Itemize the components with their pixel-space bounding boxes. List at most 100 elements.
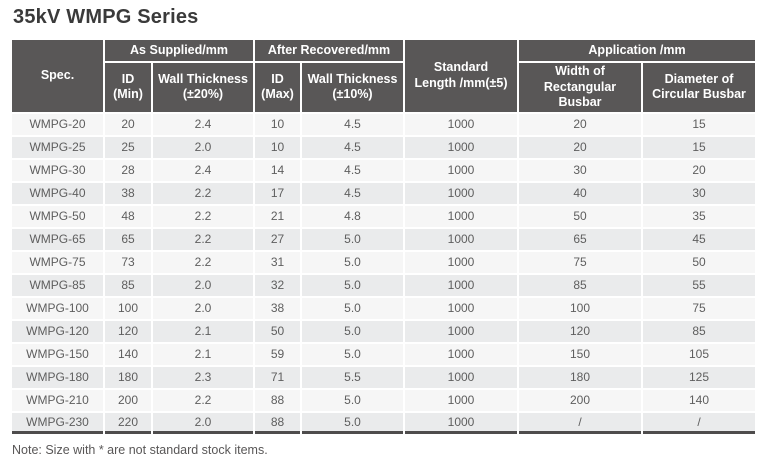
value-cell: 2.2 [153, 228, 253, 250]
value-cell: 140 [105, 343, 151, 365]
spec-cell: WMPG-85 [12, 274, 103, 296]
value-cell: 125 [643, 366, 756, 388]
table-row: WMPG-230 220 2.0 88 5.0 1000// [12, 412, 756, 434]
header-spec: Spec. [12, 40, 103, 112]
value-cell: 65 [519, 228, 642, 250]
value-cell: 20 [519, 136, 642, 158]
value-cell: 5.0 [302, 297, 404, 319]
header-standard-length: Standard Length /mm(±5) [405, 40, 518, 112]
header-wall-thickness-20: Wall Thickness (±20%) [153, 63, 253, 112]
value-cell: 88 [255, 389, 300, 411]
value-cell: 2.2 [153, 251, 253, 273]
footnote: Note: Size with * are not standard stock… [12, 442, 268, 457]
value-cell: 20 [105, 113, 151, 135]
spec-cell: WMPG-30 [12, 159, 103, 181]
value-cell: 4.5 [302, 113, 404, 135]
table-row: WMPG-65 65 2.2 27 5.0 1000 65 45 [12, 228, 756, 250]
value-cell: 200 [105, 389, 151, 411]
value-cell: 105 [643, 343, 756, 365]
table-row: WMPG-100 100 2.0 38 5.0 1000 100 75 [12, 297, 756, 319]
spec-cell: WMPG-180 [12, 366, 103, 388]
header-application: Application /mm [519, 40, 756, 61]
value-cell: 14 [255, 159, 300, 181]
value-cell: 50 [519, 205, 642, 227]
header-after-recovered: After Recovered/mm [255, 40, 404, 61]
spec-cell: WMPG-65 [12, 228, 103, 250]
value-cell: 50 [255, 320, 300, 342]
table-row: WMPG-85 85 2.0 32 5.0 1000 85 55 [12, 274, 756, 296]
value-cell: 17 [255, 182, 300, 204]
table-header: Spec. As Supplied/mm After Recovered/mm … [12, 40, 756, 112]
spec-cell: WMPG-20 [12, 113, 103, 135]
table-row: WMPG-50 48 2.2 21 4.8 1000 50 35 [12, 205, 756, 227]
value-cell: 21 [255, 205, 300, 227]
spec-cell: WMPG-25 [12, 136, 103, 158]
value-cell: 48 [105, 205, 151, 227]
header-row-groups: Spec. As Supplied/mm After Recovered/mm … [12, 40, 756, 112]
value-cell: 59 [255, 343, 300, 365]
value-cell: 1000 [405, 320, 518, 342]
value-cell: 2.4 [153, 159, 253, 181]
value-cell: 2.1 [153, 343, 253, 365]
value-cell: 5.0 [302, 389, 404, 411]
table-row: WMPG-150 140 2.1 59 5.0 1000 150 105 [12, 343, 756, 365]
spec-table: Spec. As Supplied/mm After Recovered/mm … [10, 38, 757, 436]
header-width-rectangular: Width of Rectangular Busbar [519, 63, 642, 112]
value-cell: 2.0 [153, 412, 253, 434]
value-cell: 5.0 [302, 228, 404, 250]
spec-cell: WMPG-75 [12, 251, 103, 273]
value-cell: 50 [643, 251, 756, 273]
value-cell: 2.2 [153, 389, 253, 411]
value-cell: 38 [105, 182, 151, 204]
value-cell: 40 [519, 182, 642, 204]
value-cell: 85 [105, 274, 151, 296]
table-row: WMPG-210 200 2.2 88 5.0 1000 200 140 [12, 389, 756, 411]
value-cell: 1000 [405, 182, 518, 204]
value-cell: 5.0 [302, 251, 404, 273]
value-cell: 1000 [405, 205, 518, 227]
value-cell: 10 [255, 136, 300, 158]
header-id-min: ID (Min) [105, 63, 151, 112]
spec-cell: WMPG-120 [12, 320, 103, 342]
header-as-supplied: As Supplied/mm [105, 40, 253, 61]
value-cell: 1000 [405, 412, 518, 434]
value-cell: 28 [105, 159, 151, 181]
value-cell: 73 [105, 251, 151, 273]
header-id-max: ID (Max) [255, 63, 300, 112]
value-cell: 150 [519, 343, 642, 365]
value-cell: 1000 [405, 113, 518, 135]
table-row: WMPG-180 180 2.3 71 5.5 1000 180 125 [12, 366, 756, 388]
value-cell: 4.5 [302, 136, 404, 158]
value-cell: 2.0 [153, 274, 253, 296]
value-cell: 2.2 [153, 205, 253, 227]
value-cell: 30 [643, 182, 756, 204]
value-cell: 15 [643, 136, 756, 158]
value-cell: 55 [643, 274, 756, 296]
header-row-subcolumns: ID (Min) Wall Thickness (±20%) ID (Max) … [12, 63, 756, 112]
value-cell: 20 [643, 159, 756, 181]
table-row: WMPG-20 20 2.4 10 4.5 1000 20 15 [12, 113, 756, 135]
value-cell: 20 [519, 113, 642, 135]
value-cell: 45 [643, 228, 756, 250]
spec-cell: WMPG-150 [12, 343, 103, 365]
value-cell: 4.8 [302, 205, 404, 227]
spec-cell: WMPG-50 [12, 205, 103, 227]
spec-cell: WMPG-100 [12, 297, 103, 319]
value-cell: 180 [105, 366, 151, 388]
value-cell: 100 [105, 297, 151, 319]
page-title: 35kV WMPG Series [13, 6, 199, 28]
value-cell: / [643, 412, 756, 434]
header-diameter-circular: Diameter of Circular Busbar [643, 63, 756, 112]
value-cell: 30 [519, 159, 642, 181]
value-cell: 1000 [405, 297, 518, 319]
value-cell: 5.0 [302, 274, 404, 296]
value-cell: 1000 [405, 343, 518, 365]
value-cell: 75 [643, 297, 756, 319]
value-cell: 5.5 [302, 366, 404, 388]
value-cell: 1000 [405, 251, 518, 273]
table-body: WMPG-20 20 2.4 10 4.5 1000 20 15 WMPG-25 25 2.0 10 4… [12, 113, 756, 434]
value-cell: 100 [519, 297, 642, 319]
value-cell: 85 [519, 274, 642, 296]
value-cell: 2.3 [153, 366, 253, 388]
value-cell: 1000 [405, 274, 518, 296]
